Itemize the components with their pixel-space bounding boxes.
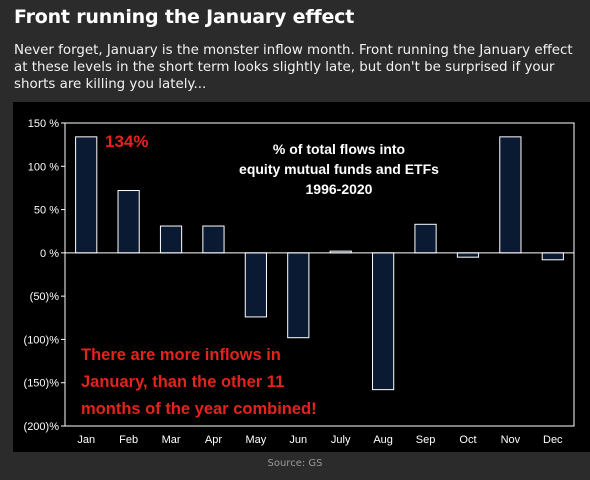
flows-bar-chart: 150 % 100 % 50 % 0 % (50)% (100)% (150)% (200)%… xyxy=(24,118,575,446)
x-tick-label: Sep xyxy=(416,434,436,446)
chart-title-line: % of total flows into xyxy=(273,141,405,157)
bar-may xyxy=(244,252,267,318)
y-tick-label: 100 % xyxy=(28,161,59,173)
bars xyxy=(75,136,564,391)
chart-panel: 150 % 100 % 50 % 0 % (50)% (100)% (150)% (200)%… xyxy=(13,102,590,452)
bar-jan xyxy=(75,136,98,254)
y-tick-label: (200)% xyxy=(24,421,60,433)
y-axis: 150 % 100 % 50 % 0 % (50)% (100)% (150)% (200)% xyxy=(24,118,65,433)
chart-note-line: January, than the other 11 xyxy=(81,373,284,391)
x-tick-label: Jan xyxy=(77,434,95,446)
x-tick-label: May xyxy=(245,434,266,446)
y-tick-label: 50 % xyxy=(34,205,59,217)
bar-apr xyxy=(202,225,225,254)
y-tick-label: (100)% xyxy=(24,334,60,346)
plot-frame xyxy=(64,122,575,427)
source-note: Source: GS xyxy=(267,458,323,469)
bar-oct xyxy=(456,252,480,258)
x-tick-label: Mar xyxy=(162,434,181,446)
chart-title-line: 1996-2020 xyxy=(306,181,373,197)
bar-nov xyxy=(499,136,522,254)
summary: Never forget, January is the monster inf… xyxy=(14,43,573,92)
jan-callout: 134% xyxy=(105,132,148,151)
x-tick-label: Feb xyxy=(119,434,138,446)
x-tick-label: Apr xyxy=(205,434,222,446)
x-tick-label: Jun xyxy=(289,434,307,446)
x-tick-label: Dec xyxy=(543,434,563,446)
x-tick-label: Nov xyxy=(501,434,521,446)
bar-jun xyxy=(287,252,310,339)
bar-mar xyxy=(159,225,183,254)
y-tick-label: (50)% xyxy=(30,291,60,303)
chart-title: % of total flows into equity mutual funds… xyxy=(239,141,439,197)
chart-note-line: months of the year combined! xyxy=(81,400,317,418)
x-axis: Jan Feb Mar Apr May Jun July Aug Sep Oct Nov Dec xyxy=(77,434,563,446)
bar-feb xyxy=(117,190,140,254)
headline: Front running the January effect xyxy=(14,6,355,28)
y-tick-label: 150 % xyxy=(28,118,59,130)
bar-sep xyxy=(414,223,437,254)
chart-title-line: equity mutual funds and ETFs xyxy=(239,161,439,177)
x-tick-label: Aug xyxy=(373,434,393,446)
chart-note-line: There are more inflows in xyxy=(81,346,281,364)
x-tick-label: July xyxy=(331,434,351,446)
bar-dec xyxy=(541,252,564,261)
y-tick-label: (150)% xyxy=(24,378,60,390)
y-tick-label: 0 % xyxy=(40,248,59,260)
chart-note: There are more inflows in January, than t… xyxy=(81,346,317,418)
bar-aug xyxy=(372,252,395,391)
x-tick-label: Oct xyxy=(459,434,476,446)
